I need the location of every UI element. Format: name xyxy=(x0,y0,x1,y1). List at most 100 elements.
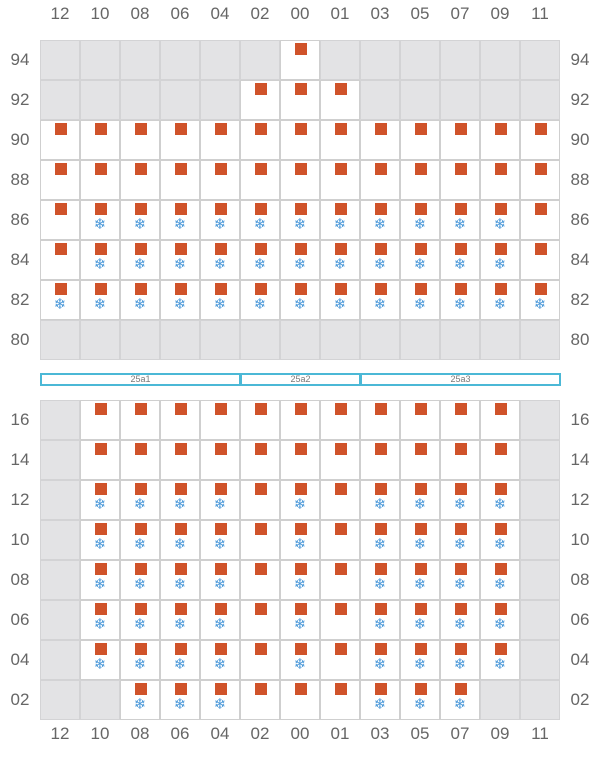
bay-slot[interactable]: ❄ xyxy=(480,560,520,600)
bay-slot[interactable]: ❄ xyxy=(240,280,280,320)
bay-slot[interactable] xyxy=(120,440,160,480)
bay-slot[interactable]: ❄ xyxy=(360,200,400,240)
bay-slot[interactable]: ❄ xyxy=(280,600,320,640)
bay-slot[interactable] xyxy=(240,680,280,720)
bay-slot[interactable]: ❄ xyxy=(280,520,320,560)
bay-slot[interactable]: ❄ xyxy=(120,560,160,600)
bay-slot[interactable] xyxy=(360,440,400,480)
bay-slot[interactable] xyxy=(80,160,120,200)
bay-slot[interactable] xyxy=(480,440,520,480)
bay-slot[interactable]: ❄ xyxy=(480,280,520,320)
bay-slot[interactable] xyxy=(360,400,400,440)
bay-slot[interactable] xyxy=(360,120,400,160)
bay-slot[interactable] xyxy=(320,560,360,600)
bay-slot[interactable]: ❄ xyxy=(160,240,200,280)
bay-slot[interactable]: ❄ xyxy=(480,640,520,680)
bay-slot[interactable]: ❄ xyxy=(80,280,120,320)
bay-slot[interactable]: ❄ xyxy=(360,480,400,520)
bay-slot[interactable] xyxy=(240,640,280,680)
bay-slot[interactable]: ❄ xyxy=(400,560,440,600)
bay-slot[interactable]: ❄ xyxy=(80,560,120,600)
bay-slot[interactable] xyxy=(440,160,480,200)
bay-slot[interactable]: ❄ xyxy=(440,640,480,680)
bay-slot[interactable]: ❄ xyxy=(440,600,480,640)
bay-slot[interactable]: ❄ xyxy=(200,560,240,600)
bay-slot[interactable] xyxy=(240,160,280,200)
bay-slot[interactable] xyxy=(40,160,80,200)
bay-slot[interactable] xyxy=(240,560,280,600)
bay-slot[interactable]: ❄ xyxy=(400,240,440,280)
bay-slot[interactable] xyxy=(320,480,360,520)
bay-slot[interactable]: ❄ xyxy=(400,600,440,640)
container-block[interactable]: 25a3 xyxy=(360,373,561,386)
bay-slot[interactable] xyxy=(280,120,320,160)
bay-slot[interactable]: ❄ xyxy=(360,280,400,320)
bay-slot[interactable] xyxy=(80,400,120,440)
bay-slot[interactable] xyxy=(120,160,160,200)
bay-slot[interactable] xyxy=(320,680,360,720)
bay-slot[interactable] xyxy=(280,40,320,80)
bay-slot[interactable]: ❄ xyxy=(480,600,520,640)
bay-slot[interactable]: ❄ xyxy=(200,200,240,240)
bay-slot[interactable] xyxy=(160,120,200,160)
bay-slot[interactable]: ❄ xyxy=(120,600,160,640)
bay-slot[interactable] xyxy=(240,120,280,160)
bay-slot[interactable]: ❄ xyxy=(240,240,280,280)
bay-slot[interactable] xyxy=(320,520,360,560)
bay-slot[interactable]: ❄ xyxy=(160,600,200,640)
bay-slot[interactable]: ❄ xyxy=(280,480,320,520)
bay-slot[interactable] xyxy=(400,440,440,480)
bay-slot[interactable]: ❄ xyxy=(320,200,360,240)
bay-slot[interactable] xyxy=(520,240,560,280)
bay-slot[interactable] xyxy=(160,400,200,440)
bay-slot[interactable]: ❄ xyxy=(120,480,160,520)
bay-slot[interactable] xyxy=(280,160,320,200)
bay-slot[interactable]: ❄ xyxy=(440,480,480,520)
bay-slot[interactable] xyxy=(320,600,360,640)
bay-slot[interactable] xyxy=(480,160,520,200)
bay-slot[interactable] xyxy=(40,200,80,240)
bay-slot[interactable] xyxy=(280,80,320,120)
bay-slot[interactable] xyxy=(440,120,480,160)
bay-slot[interactable]: ❄ xyxy=(520,280,560,320)
bay-slot[interactable]: ❄ xyxy=(200,640,240,680)
bay-slot[interactable] xyxy=(80,120,120,160)
bay-slot[interactable] xyxy=(240,480,280,520)
bay-slot[interactable]: ❄ xyxy=(280,640,320,680)
bay-slot[interactable]: ❄ xyxy=(320,240,360,280)
bay-slot[interactable] xyxy=(200,160,240,200)
bay-slot[interactable] xyxy=(240,440,280,480)
bay-slot[interactable] xyxy=(360,160,400,200)
bay-slot[interactable]: ❄ xyxy=(120,200,160,240)
bay-slot[interactable]: ❄ xyxy=(120,280,160,320)
bay-slot[interactable]: ❄ xyxy=(280,200,320,240)
bay-slot[interactable]: ❄ xyxy=(280,560,320,600)
bay-slot[interactable]: ❄ xyxy=(360,680,400,720)
bay-slot[interactable] xyxy=(40,240,80,280)
bay-slot[interactable]: ❄ xyxy=(400,480,440,520)
bay-slot[interactable] xyxy=(280,440,320,480)
bay-slot[interactable] xyxy=(160,160,200,200)
bay-slot[interactable]: ❄ xyxy=(480,240,520,280)
bay-slot[interactable]: ❄ xyxy=(160,640,200,680)
bay-slot[interactable]: ❄ xyxy=(400,680,440,720)
bay-slot[interactable] xyxy=(240,520,280,560)
bay-slot[interactable]: ❄ xyxy=(440,240,480,280)
bay-slot[interactable]: ❄ xyxy=(360,600,400,640)
bay-slot[interactable]: ❄ xyxy=(120,680,160,720)
bay-slot[interactable] xyxy=(200,120,240,160)
bay-slot[interactable]: ❄ xyxy=(400,640,440,680)
bay-slot[interactable] xyxy=(320,120,360,160)
bay-slot[interactable] xyxy=(240,400,280,440)
bay-slot[interactable]: ❄ xyxy=(80,200,120,240)
bay-slot[interactable] xyxy=(320,440,360,480)
bay-slot[interactable]: ❄ xyxy=(160,560,200,600)
bay-slot[interactable]: ❄ xyxy=(200,280,240,320)
bay-slot[interactable] xyxy=(520,200,560,240)
bay-slot[interactable] xyxy=(440,440,480,480)
bay-slot[interactable] xyxy=(520,120,560,160)
bay-slot[interactable]: ❄ xyxy=(280,240,320,280)
bay-slot[interactable]: ❄ xyxy=(320,280,360,320)
bay-slot[interactable]: ❄ xyxy=(80,240,120,280)
bay-slot[interactable] xyxy=(320,400,360,440)
